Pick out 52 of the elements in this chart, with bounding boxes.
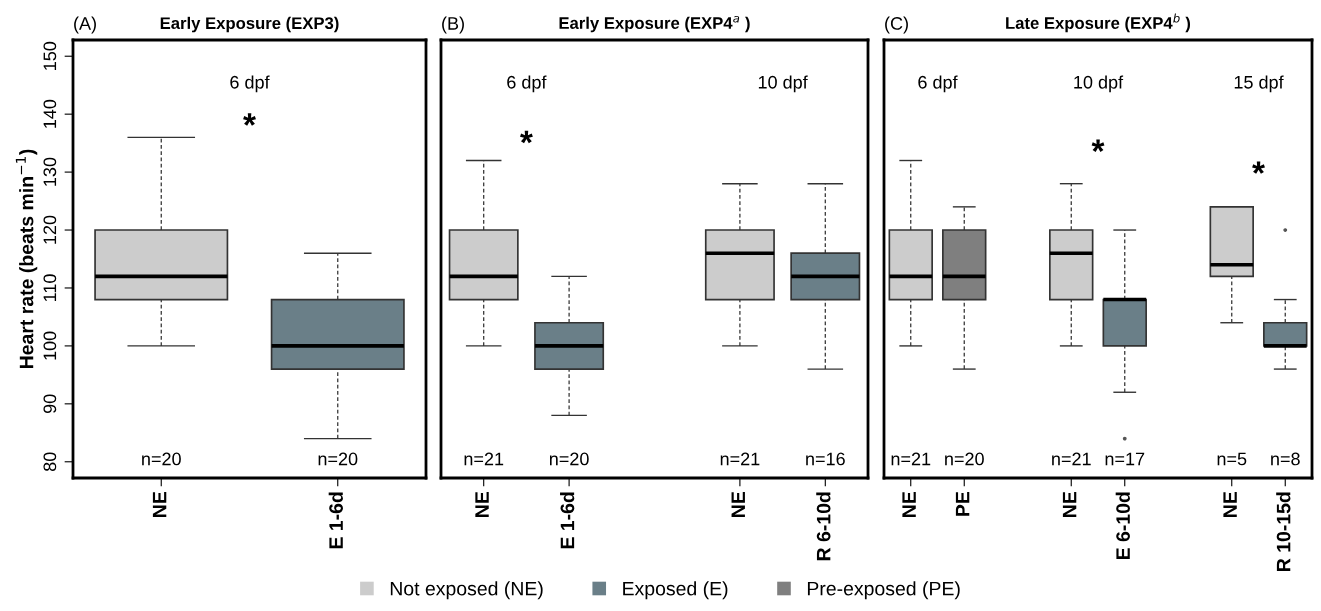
text: (A)	[74, 16, 96, 34]
annotation: 6 dpf	[230, 75, 270, 93]
annotation: n=21	[720, 452, 760, 466]
annotation: n=21	[1052, 452, 1091, 466]
x-tick-label: NE	[1223, 491, 1237, 517]
annotation: 10 dpf	[758, 75, 808, 93]
annotation: n=20	[142, 452, 181, 466]
legend-label: Not exposed (NE)	[390, 581, 543, 600]
y-tick-label: 120	[43, 215, 57, 244]
y-tick-label: 80	[43, 452, 57, 472]
x-tick-label: PE	[955, 491, 970, 516]
chart-title: Late Exposure (EXP4$^{b}$ )	[1006, 13, 1191, 33]
text: (C)	[885, 16, 908, 34]
y-tick-label: 110	[43, 274, 57, 301]
x-tick-label: E 6-10d	[1115, 492, 1130, 560]
x-tick-label: R 6-10d	[816, 492, 831, 561]
annotation: n=21	[464, 452, 504, 466]
x-tick-label: R 10-15d	[1276, 492, 1291, 571]
annotation: n=20	[549, 452, 589, 466]
x-tick-label: NE	[475, 491, 489, 517]
chart-title: Early Exposure (EXP4$^{a}$ )	[559, 15, 750, 33]
annotation: *	[520, 130, 533, 144]
annotation: n=5	[1217, 452, 1247, 466]
chart-title: Early Exposure (EXP3)	[160, 16, 339, 33]
text: (B)	[442, 16, 464, 34]
annotation: n=20	[318, 452, 358, 466]
y-tick-label: 100	[43, 331, 57, 360]
y-tick-label: 150	[43, 41, 57, 70]
annotation: 15 dpf	[1234, 75, 1284, 93]
x-tick-label: E 1-6d	[560, 492, 575, 549]
annotation: *	[1091, 139, 1105, 152]
x-tick-label: NE	[731, 491, 745, 517]
y-tick-label: 130	[43, 157, 57, 186]
annotation: 10 dpf	[1074, 75, 1124, 93]
x-tick-label: NE	[152, 491, 167, 517]
x-tick-label: NE	[902, 491, 916, 517]
y-tick-label: 140	[43, 99, 57, 128]
annotation: n=20	[945, 452, 984, 466]
x-tick-label: E 1-6d	[328, 492, 343, 549]
x-tick-label: NE	[1062, 491, 1077, 517]
y-axis-title: Heart rate (beats min$^{−1}$)	[15, 149, 38, 369]
annotation: n=17	[1105, 452, 1145, 466]
legend-label: Exposed (E)	[623, 581, 728, 600]
annotation: n=8	[1271, 452, 1300, 466]
annotation: n=16	[806, 452, 845, 466]
legend-label: Pre-exposed (PE)	[807, 581, 960, 600]
annotation: *	[1252, 161, 1265, 174]
annotation: n=21	[891, 452, 931, 466]
y-tick-label: 90	[43, 394, 57, 414]
annotation: *	[243, 113, 256, 126]
annotation: 6 dpf	[918, 75, 958, 93]
annotation: 6 dpf	[507, 75, 547, 93]
